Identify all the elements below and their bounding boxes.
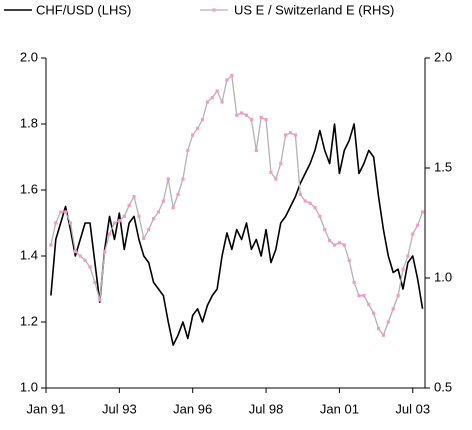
series-marker bbox=[181, 177, 185, 181]
series-marker bbox=[274, 177, 278, 181]
series-marker bbox=[103, 250, 107, 254]
legend-marker bbox=[212, 8, 216, 12]
series-marker bbox=[372, 311, 376, 315]
x-tick-label: Jul 98 bbox=[249, 401, 284, 416]
legend-label: US E / Switzerland E (RHS) bbox=[234, 2, 394, 17]
series-marker bbox=[240, 111, 244, 115]
series-marker bbox=[313, 206, 317, 210]
series-marker bbox=[176, 192, 180, 196]
y-tick-label: 2.0 bbox=[20, 49, 38, 64]
series-marker bbox=[406, 254, 410, 258]
series-marker bbox=[323, 228, 327, 232]
series-marker bbox=[244, 113, 249, 117]
series-marker bbox=[362, 294, 366, 298]
series-marker bbox=[279, 162, 283, 166]
series-marker bbox=[357, 294, 361, 298]
series-marker bbox=[254, 148, 258, 152]
y-tick-label: 1.4 bbox=[20, 247, 38, 262]
series-marker bbox=[156, 210, 161, 214]
series-marker bbox=[196, 126, 200, 130]
x-tick-label: Jan 01 bbox=[320, 401, 359, 416]
series-marker bbox=[337, 241, 342, 245]
series-marker bbox=[332, 243, 337, 247]
series-marker bbox=[73, 250, 77, 254]
series-marker bbox=[284, 133, 288, 137]
series-marker bbox=[83, 258, 87, 262]
series-marker bbox=[112, 221, 117, 225]
y-tick-label: 1.6 bbox=[20, 181, 38, 196]
series-marker bbox=[318, 214, 322, 218]
series-marker bbox=[298, 192, 302, 196]
series-marker bbox=[411, 232, 415, 236]
series-marker bbox=[401, 267, 405, 271]
x-tick-label: Jul 93 bbox=[102, 401, 137, 416]
series-marker bbox=[215, 89, 219, 93]
series-marker bbox=[107, 232, 112, 236]
series-marker bbox=[210, 96, 214, 100]
series-marker bbox=[420, 210, 425, 214]
series-marker bbox=[205, 100, 209, 104]
y2-tick-label: 2.0 bbox=[434, 49, 452, 64]
series-marker bbox=[293, 133, 298, 137]
series-marker bbox=[288, 131, 293, 135]
series-marker bbox=[186, 148, 190, 152]
y2-tick-label: 1.5 bbox=[434, 159, 452, 174]
y2-tick-label: 0.5 bbox=[434, 379, 452, 394]
series-marker bbox=[93, 280, 97, 284]
series-marker bbox=[381, 333, 386, 337]
series-marker bbox=[191, 133, 195, 137]
series-marker bbox=[68, 221, 73, 225]
series-marker bbox=[49, 243, 53, 247]
legend-label: CHF/USD (LHS) bbox=[36, 2, 131, 17]
series-marker bbox=[88, 265, 92, 269]
series-marker bbox=[98, 298, 102, 302]
series-marker bbox=[416, 223, 420, 227]
series-marker bbox=[78, 254, 82, 258]
series-marker bbox=[342, 243, 346, 247]
series-marker bbox=[225, 78, 229, 82]
x-tick-label: Jul 03 bbox=[395, 401, 430, 416]
y-tick-label: 1.8 bbox=[20, 115, 38, 130]
series-marker bbox=[303, 199, 307, 203]
series-marker bbox=[308, 201, 312, 205]
series-marker bbox=[391, 307, 395, 311]
series-marker bbox=[328, 239, 332, 243]
series-marker bbox=[122, 214, 126, 218]
y2-tick-label: 1.0 bbox=[434, 269, 452, 284]
series-marker bbox=[249, 118, 253, 122]
series-marker bbox=[151, 217, 156, 221]
series-marker bbox=[127, 203, 131, 207]
series-marker bbox=[264, 118, 268, 122]
series-marker bbox=[376, 327, 381, 331]
series-marker bbox=[367, 302, 371, 306]
series-marker bbox=[269, 170, 273, 174]
series-marker bbox=[161, 199, 165, 203]
series-marker bbox=[235, 113, 239, 117]
series-marker bbox=[63, 210, 68, 214]
series-marker bbox=[142, 236, 146, 240]
x-tick-label: Jan 96 bbox=[173, 401, 212, 416]
series-marker bbox=[166, 177, 170, 181]
series-marker bbox=[347, 258, 351, 262]
y-tick-label: 1.2 bbox=[20, 313, 38, 328]
x-tick-label: Jan 91 bbox=[26, 401, 65, 416]
series-marker bbox=[352, 280, 356, 284]
series-marker bbox=[396, 294, 400, 298]
series-marker bbox=[59, 210, 63, 214]
series-marker bbox=[386, 320, 390, 324]
series-marker bbox=[54, 221, 58, 225]
series-marker bbox=[200, 118, 205, 122]
series-marker bbox=[137, 214, 141, 218]
series-marker bbox=[147, 228, 151, 232]
series-marker bbox=[230, 74, 234, 78]
series-marker bbox=[259, 115, 263, 119]
series-line bbox=[50, 123, 424, 346]
series-marker bbox=[132, 195, 136, 199]
y-tick-label: 1.0 bbox=[20, 379, 38, 394]
series-marker bbox=[171, 206, 175, 210]
series-marker bbox=[220, 100, 224, 104]
series-marker bbox=[117, 219, 121, 223]
